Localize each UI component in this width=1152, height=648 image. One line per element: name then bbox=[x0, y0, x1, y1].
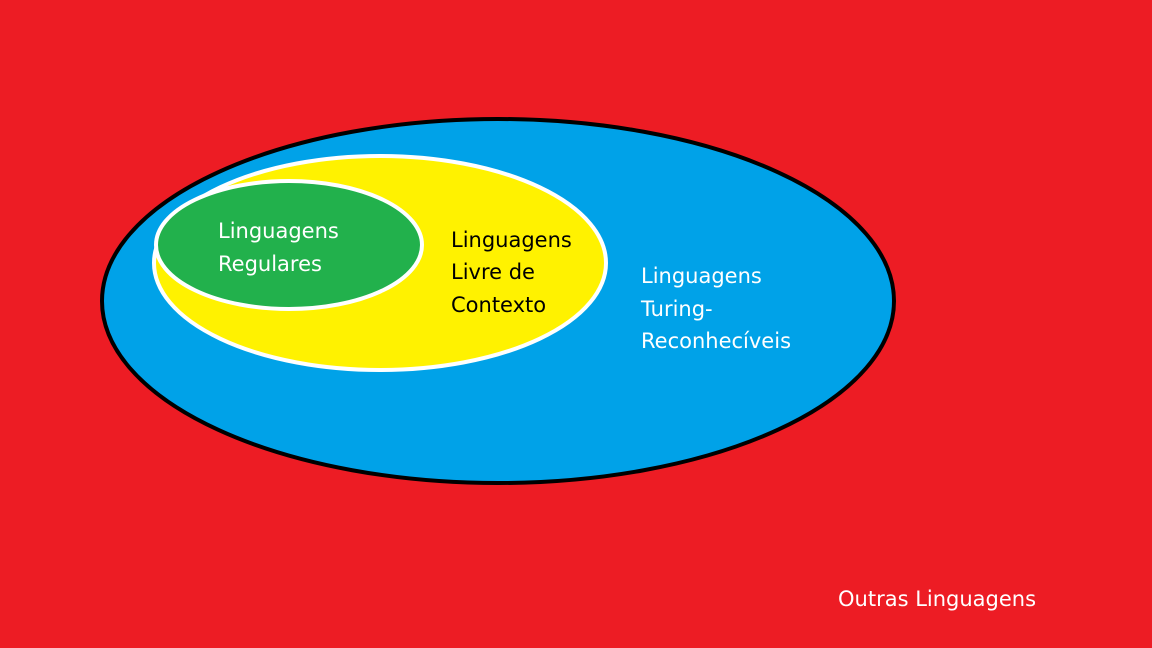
context-free-label-line-1: Linguagens bbox=[451, 228, 572, 252]
context-free-set-label: Linguagens Livre de Contexto bbox=[451, 228, 579, 317]
context-free-label-line-3: Contexto bbox=[451, 293, 546, 317]
turing-recognizable-set-label: Linguagens Turing- Reconhecíveis bbox=[640, 264, 791, 353]
regular-label-line-2: Regulares bbox=[218, 252, 322, 276]
turing-label-line-3: Reconhecíveis bbox=[641, 329, 791, 353]
regular-label-line-1: Linguagens bbox=[218, 219, 339, 243]
regular-set bbox=[154, 179, 424, 311]
turing-label-line-1: Linguagens bbox=[641, 264, 762, 288]
context-free-label-line-2: Livre de bbox=[451, 260, 535, 284]
regular-set-label: Linguagens Regulares bbox=[218, 219, 346, 276]
other-languages-label: Outras Linguagens bbox=[838, 587, 1036, 611]
turing-label-line-2: Turing- bbox=[640, 297, 713, 321]
